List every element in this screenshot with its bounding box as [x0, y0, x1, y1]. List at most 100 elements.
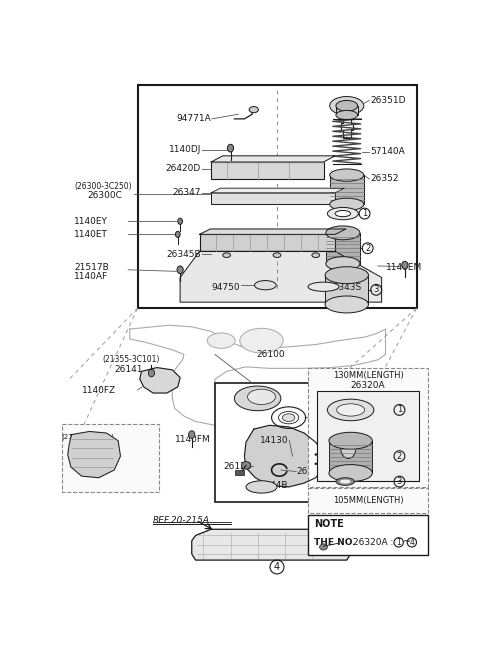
Text: 21513A: 21513A: [343, 536, 378, 545]
Text: 1: 1: [396, 538, 401, 547]
Text: 1140EY: 1140EY: [74, 217, 108, 226]
Bar: [137, 85, 417, 308]
Text: ~: ~: [403, 537, 411, 547]
Ellipse shape: [336, 404, 365, 416]
Text: 2: 2: [365, 244, 370, 253]
Ellipse shape: [340, 437, 356, 459]
Text: 105MM(LENGTH): 105MM(LENGTH): [333, 496, 403, 505]
Ellipse shape: [207, 333, 235, 348]
Bar: [62, 424, 159, 491]
Bar: [326, 233, 360, 263]
Text: 4: 4: [409, 538, 414, 547]
Text: 1140AF: 1140AF: [74, 272, 108, 281]
Ellipse shape: [327, 208, 359, 219]
Polygon shape: [200, 229, 346, 235]
Text: 26141: 26141: [114, 365, 143, 374]
Ellipse shape: [320, 544, 327, 550]
Polygon shape: [180, 252, 382, 302]
Text: 1140DJ: 1140DJ: [168, 145, 201, 154]
Ellipse shape: [327, 399, 374, 420]
Bar: [308, 489, 428, 513]
Ellipse shape: [336, 101, 358, 111]
Text: 26300C: 26300C: [87, 191, 122, 200]
Ellipse shape: [178, 218, 182, 225]
Ellipse shape: [330, 169, 364, 181]
Text: 1: 1: [397, 405, 402, 415]
Ellipse shape: [176, 231, 180, 237]
Ellipse shape: [234, 386, 281, 411]
Polygon shape: [192, 530, 350, 560]
Polygon shape: [211, 156, 335, 162]
Text: THE NO.: THE NO.: [314, 538, 356, 547]
Text: 2: 2: [397, 451, 402, 461]
Text: 1140FZ: 1140FZ: [82, 386, 116, 396]
Ellipse shape: [273, 253, 281, 258]
Text: (21355-3C100): (21355-3C100): [61, 434, 114, 440]
Ellipse shape: [248, 389, 276, 405]
Ellipse shape: [240, 328, 283, 353]
Text: 1140ET: 1140ET: [74, 230, 108, 239]
Ellipse shape: [402, 261, 408, 269]
Ellipse shape: [249, 106, 258, 113]
Bar: [329, 441, 372, 473]
Bar: [215, 383, 374, 503]
Text: 21517B: 21517B: [74, 263, 108, 272]
Ellipse shape: [308, 282, 339, 291]
Polygon shape: [244, 425, 324, 487]
Polygon shape: [211, 188, 345, 193]
Text: 3: 3: [397, 477, 402, 486]
Ellipse shape: [246, 481, 277, 493]
Ellipse shape: [340, 480, 350, 484]
Ellipse shape: [223, 253, 230, 258]
Bar: [200, 235, 335, 252]
Ellipse shape: [336, 478, 355, 486]
Text: 130MM(LENGTH): 130MM(LENGTH): [333, 371, 403, 380]
Text: 1140EM: 1140EM: [386, 263, 423, 272]
Ellipse shape: [148, 369, 155, 377]
Text: 26351D: 26351D: [370, 96, 406, 105]
Text: 26113C: 26113C: [330, 411, 365, 420]
Text: 26320A :: 26320A :: [353, 538, 393, 547]
Text: 26352: 26352: [370, 175, 398, 183]
Bar: [308, 514, 428, 555]
Ellipse shape: [241, 461, 251, 469]
Ellipse shape: [254, 281, 276, 290]
Ellipse shape: [336, 110, 358, 120]
Text: 3: 3: [373, 285, 379, 294]
Text: 26141: 26141: [74, 442, 102, 451]
Text: 26123: 26123: [224, 462, 252, 470]
Ellipse shape: [228, 145, 234, 152]
Text: 57140A: 57140A: [370, 147, 405, 156]
Text: 26320A: 26320A: [351, 381, 385, 390]
Ellipse shape: [177, 266, 183, 274]
Ellipse shape: [312, 253, 320, 258]
Text: (21355-3C101): (21355-3C101): [103, 355, 160, 365]
Text: 21343A: 21343A: [327, 388, 362, 397]
Ellipse shape: [330, 97, 364, 115]
Ellipse shape: [330, 198, 364, 210]
Text: 1: 1: [362, 209, 367, 218]
Ellipse shape: [325, 296, 369, 313]
Text: 26345B: 26345B: [167, 250, 201, 259]
Ellipse shape: [189, 431, 195, 438]
Bar: [325, 275, 369, 304]
Polygon shape: [140, 367, 180, 393]
Text: 4: 4: [274, 562, 280, 572]
Text: 26100: 26100: [256, 350, 285, 359]
Text: 94750: 94750: [211, 283, 240, 292]
Text: 14130: 14130: [260, 436, 288, 445]
Text: 94771A: 94771A: [176, 114, 211, 124]
Ellipse shape: [329, 432, 372, 449]
Bar: [308, 367, 428, 487]
Bar: [211, 193, 335, 204]
Ellipse shape: [326, 257, 360, 271]
Text: REF.20-215A: REF.20-215A: [153, 516, 210, 524]
Text: 26347: 26347: [172, 189, 201, 197]
Ellipse shape: [329, 464, 372, 482]
Bar: [317, 391, 419, 481]
Text: 26343S: 26343S: [327, 283, 361, 292]
Ellipse shape: [335, 210, 350, 217]
Text: 1140FM: 1140FM: [175, 435, 210, 443]
Text: NOTE: NOTE: [314, 519, 344, 529]
Bar: [211, 162, 324, 179]
